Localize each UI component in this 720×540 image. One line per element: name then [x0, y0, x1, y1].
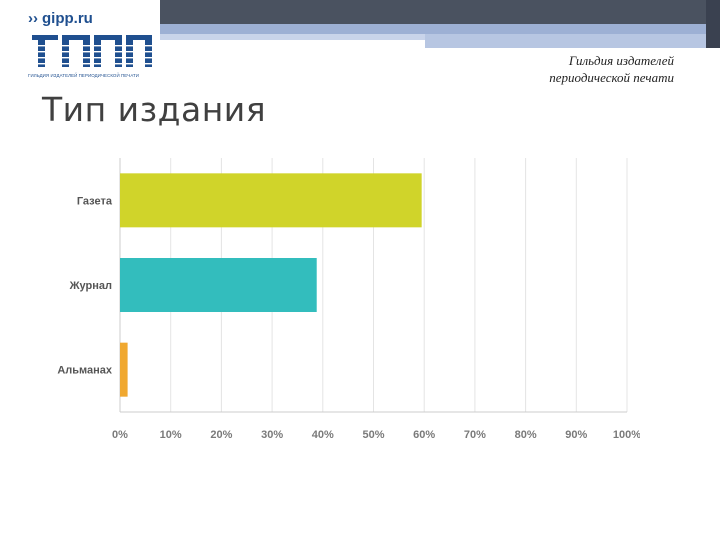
header-band-dark — [160, 0, 720, 24]
guild-name: Гильдия издателей периодической печати — [454, 52, 674, 86]
x-tick-label: 50% — [362, 429, 384, 441]
guild-line-1: Гильдия издателей — [568, 53, 674, 68]
header-band-right — [425, 34, 706, 48]
x-tick-label: 90% — [565, 429, 587, 441]
slide-title: Тип издания — [42, 90, 267, 129]
x-tick-label: 100% — [613, 429, 640, 441]
gipp-logo: ›› gipp.ru ГИЛЬДИЯ ИЗДАТЕЛЕЙ ПЕРИОДИЧЕСКО… — [28, 9, 158, 78]
bar — [120, 173, 422, 228]
category-label: Журнал — [69, 280, 112, 292]
logo-url: ›› gipp.ru — [28, 9, 158, 29]
publication-type-chart: 0% 10% 20% 30% 40% 50% 60% 70% 80% 90% 100% Газета Ж… — [40, 150, 640, 450]
x-tick-label: 30% — [261, 429, 283, 441]
logo-caption: ГИЛЬДИЯ ИЗДАТЕЛЕЙ ПЕРИОДИЧЕСКОЙ ПЕЧАТИ — [28, 73, 140, 78]
category-label: Альманах — [57, 365, 113, 377]
logo-url-text: gipp.ru — [42, 10, 93, 27]
category-label: Газета — [77, 195, 113, 207]
gipp-emblem — [30, 33, 154, 69]
x-tick-label: 40% — [312, 429, 334, 441]
header-band-blue — [160, 24, 720, 34]
x-tick-label: 60% — [413, 429, 435, 441]
bar — [120, 258, 317, 312]
x-tick-label: 80% — [515, 429, 537, 441]
x-tick-label: 10% — [160, 429, 182, 441]
x-tick-label: 20% — [210, 429, 232, 441]
x-tick-label: 70% — [464, 429, 486, 441]
bar — [120, 342, 128, 397]
header-band-light — [160, 34, 425, 40]
guild-line-2: периодической печати — [549, 70, 674, 85]
x-tick-label: 0% — [112, 429, 128, 441]
header-band-corner — [706, 0, 720, 48]
double-chevron-icon: ›› — [28, 10, 38, 27]
